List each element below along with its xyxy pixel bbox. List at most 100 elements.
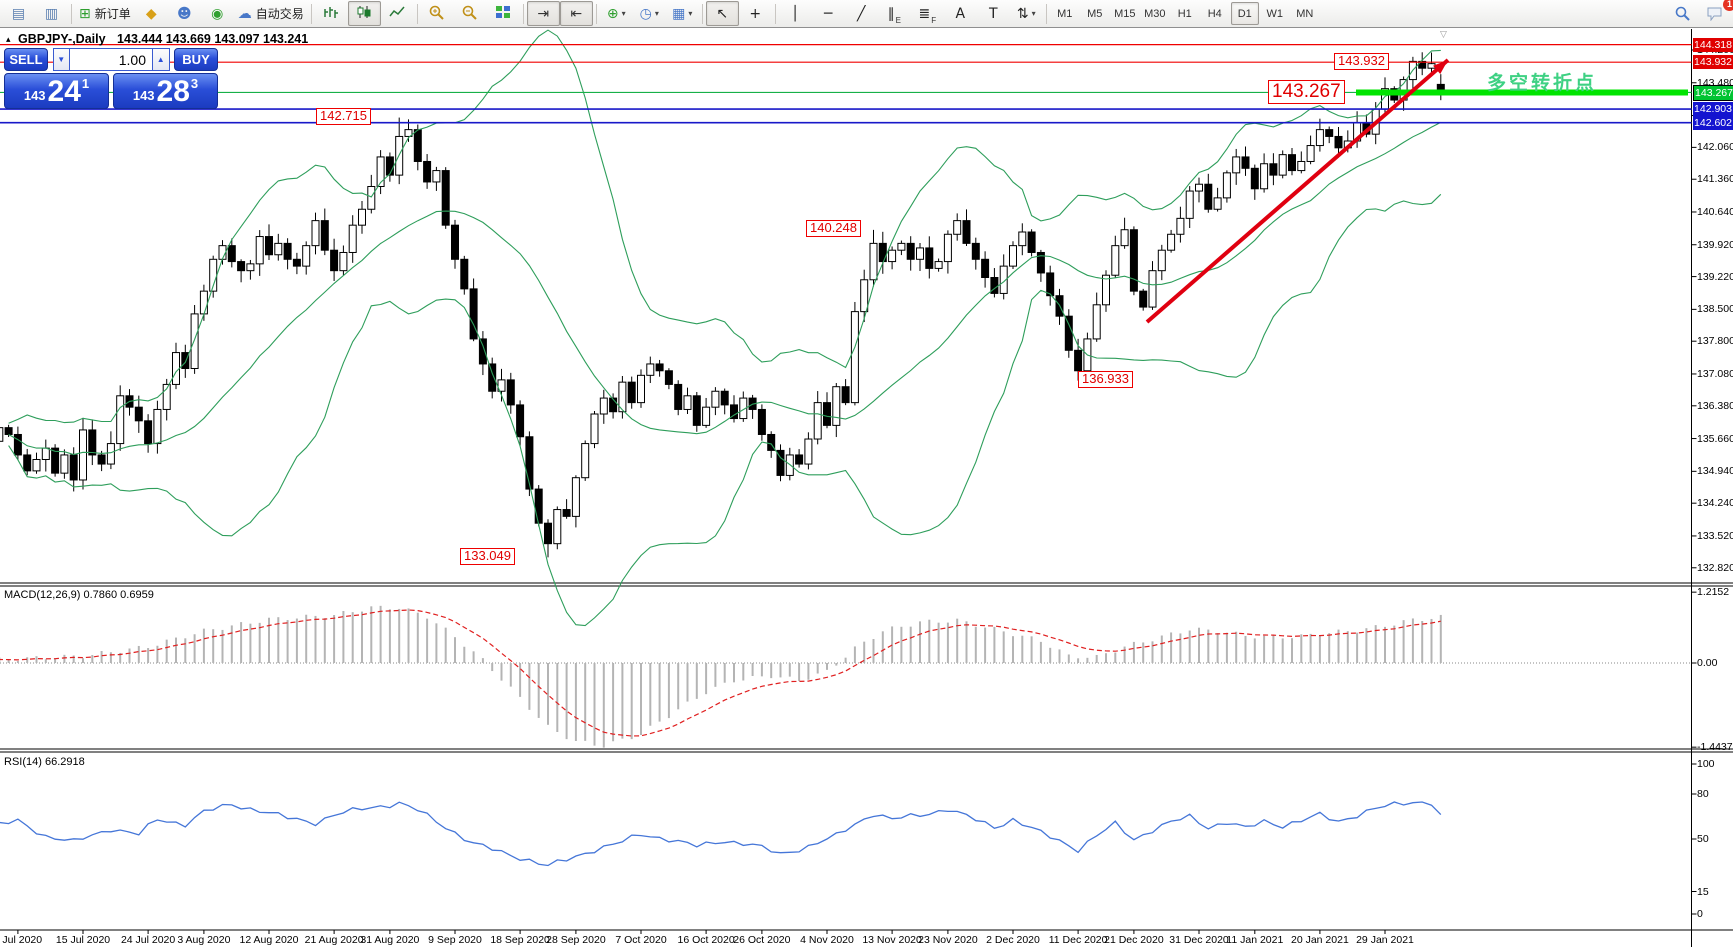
horizontal-line-icon: ─ xyxy=(824,5,833,22)
price-axis-label: 138.500 xyxy=(1697,303,1733,316)
time-axis-label: 11 Dec 2020 xyxy=(1048,934,1108,946)
new-order-button[interactable]: ⊞ 新订单 xyxy=(75,1,135,26)
indicators-button[interactable]: ⊕ ▾ xyxy=(600,1,633,26)
price-axis-label: 137.080 xyxy=(1697,367,1733,380)
vertical-line-button[interactable]: │ xyxy=(779,1,812,26)
text-label-button[interactable]: T xyxy=(977,1,1010,26)
chart-candles-button[interactable] xyxy=(347,1,381,26)
buy-price-big-figure: 143 xyxy=(132,88,155,103)
trendline-icon: ╱ xyxy=(857,5,866,22)
profiles-icon: ▥ xyxy=(44,5,59,22)
sell-price-button[interactable]: 143 24 1 xyxy=(4,73,109,109)
autotrade-button[interactable]: ☁ 自动交易 xyxy=(234,1,308,26)
autotrade-button-label: 自动交易 xyxy=(255,7,304,21)
time-axis-label: 28 Sep 2020 xyxy=(546,934,606,946)
time-axis-label: 29 Jan 2021 xyxy=(1356,934,1414,946)
volume-input[interactable] xyxy=(70,48,152,71)
timeframe-m30[interactable]: M30 xyxy=(1144,7,1166,20)
buy-price-button[interactable]: 143 28 3 xyxy=(113,73,218,109)
chart-title: ▴ GBPJPY-,Daily 143.444 143.669 143.097 … xyxy=(6,32,308,46)
indicators-button-dropdown-icon[interactable]: ▾ xyxy=(621,9,626,18)
colors-icon: ◆ xyxy=(145,5,157,22)
tile-windows-button[interactable] xyxy=(487,1,520,26)
timeframe-m1[interactable]: M1 xyxy=(1057,7,1073,20)
price-axis-label: 139.920 xyxy=(1697,238,1733,251)
timeframe-mn[interactable]: MN xyxy=(1296,7,1314,20)
auto-scroll-icon: ⇥ xyxy=(537,5,550,22)
chart-line-icon xyxy=(389,5,405,22)
periods-button[interactable]: ◷ ▾ xyxy=(633,1,666,26)
time-axis-label: 2 Dec 2020 xyxy=(986,934,1040,946)
trend-arrow[interactable] xyxy=(1145,58,1450,324)
text-button[interactable]: A xyxy=(944,1,977,26)
time-axis-label: 3 Aug 2020 xyxy=(177,934,231,946)
price-axis-label: 141.360 xyxy=(1697,173,1733,186)
chart-line-button[interactable] xyxy=(381,1,414,26)
new-order-icon: ⊞ xyxy=(79,5,91,22)
timeframe-h1[interactable]: H1 xyxy=(1177,7,1192,20)
toolbar-separator xyxy=(71,3,72,24)
templates-button-dropdown-icon[interactable]: ▾ xyxy=(688,9,693,18)
fibonacci-icon: ≣ xyxy=(918,5,931,22)
rsi-axis-label: 100 xyxy=(1697,758,1715,770)
vertical-line-icon: │ xyxy=(791,5,800,22)
sell-price-big-figure: 143 xyxy=(23,88,46,103)
timeframe-m15[interactable]: M15 xyxy=(1114,7,1136,20)
cursor-button[interactable]: ↖ xyxy=(705,1,739,26)
macd-indicator-label: MACD(12,26,9) 0.7860 0.6959 xyxy=(4,589,154,601)
time-axis-label: 20 Jan 2021 xyxy=(1290,934,1349,946)
timeframe-d1[interactable]: D1 xyxy=(1230,2,1259,25)
time-axis-label: 9 Sep 2020 xyxy=(428,934,482,946)
bollinger-middle xyxy=(8,121,1442,456)
time-axis-label: 7 Oct 2020 xyxy=(615,934,667,946)
chart-shift-button[interactable]: ⇤ xyxy=(559,1,593,26)
arrows-button-dropdown-icon[interactable]: ▾ xyxy=(1031,9,1036,18)
collapse-icon[interactable]: ▴ xyxy=(6,34,11,44)
chart-bars-button[interactable] xyxy=(315,1,348,26)
profiles-button[interactable]: ▥ xyxy=(35,1,68,26)
time-axis-label: 4 Nov 2020 xyxy=(800,934,854,946)
rsi-axis-label: 15 xyxy=(1697,885,1709,898)
fibonacci-button[interactable]: ≣ F xyxy=(911,1,944,26)
channel-icon: ∥ xyxy=(887,5,895,22)
channel-button[interactable]: ∥ E xyxy=(878,1,911,26)
horizontal-line-button[interactable]: ─ xyxy=(812,1,845,26)
buy-button[interactable]: BUY xyxy=(174,48,218,71)
macd-axis-label: 0.00 xyxy=(1697,657,1718,669)
toolbar-separator xyxy=(701,3,703,24)
zoom-in-button[interactable] xyxy=(421,1,454,26)
sell-button[interactable]: SELL xyxy=(4,48,48,71)
notifications-button[interactable]: 1 xyxy=(1698,0,1733,26)
templates-button[interactable]: ▦ ▾ xyxy=(666,1,699,26)
time-axis-label: 16 Oct 2020 xyxy=(677,934,735,946)
trendline-button[interactable]: ╱ xyxy=(845,1,878,26)
community-button[interactable]: ☻ xyxy=(168,1,201,26)
crosshair-button[interactable]: + xyxy=(739,1,772,26)
time-axis-label: 6 Jul 2020 xyxy=(0,934,43,946)
signals-button[interactable]: ◉ xyxy=(201,1,234,26)
price-axis-label: 137.800 xyxy=(1697,335,1733,348)
new-chart-button[interactable]: ▤ xyxy=(2,1,35,26)
chart-shift-marker[interactable]: ▽ xyxy=(1440,29,1447,39)
signals-icon: ◉ xyxy=(211,5,224,22)
buy-price-pipette: 3 xyxy=(190,76,199,91)
volume-decrease-button[interactable]: ▼ xyxy=(52,48,70,71)
zoom-out-button[interactable] xyxy=(454,1,487,26)
search-button[interactable] xyxy=(1665,1,1698,26)
macd-axis-label: -1.4437 xyxy=(1697,741,1733,754)
volume-increase-button[interactable]: ▲ xyxy=(152,48,170,71)
timeframe-h4[interactable]: H4 xyxy=(1207,7,1222,20)
candlesticks xyxy=(0,52,1445,558)
rsi-axis-label: 80 xyxy=(1697,788,1709,800)
time-axis-label: 18 Sep 2020 xyxy=(490,934,550,946)
arrows-button[interactable]: ⇅ ▾ xyxy=(1010,1,1043,26)
periods-button-dropdown-icon[interactable]: ▾ xyxy=(654,9,659,18)
tile-windows-icon xyxy=(495,5,511,22)
price-axis-label: 134.240 xyxy=(1697,497,1733,510)
auto-scroll-button[interactable]: ⇥ xyxy=(526,1,560,26)
timeframe-m5[interactable]: M5 xyxy=(1087,7,1103,20)
colors-button[interactable]: ◆ xyxy=(135,1,168,26)
timeframe-w1[interactable]: W1 xyxy=(1266,7,1284,20)
channel-letter: E xyxy=(895,16,901,25)
